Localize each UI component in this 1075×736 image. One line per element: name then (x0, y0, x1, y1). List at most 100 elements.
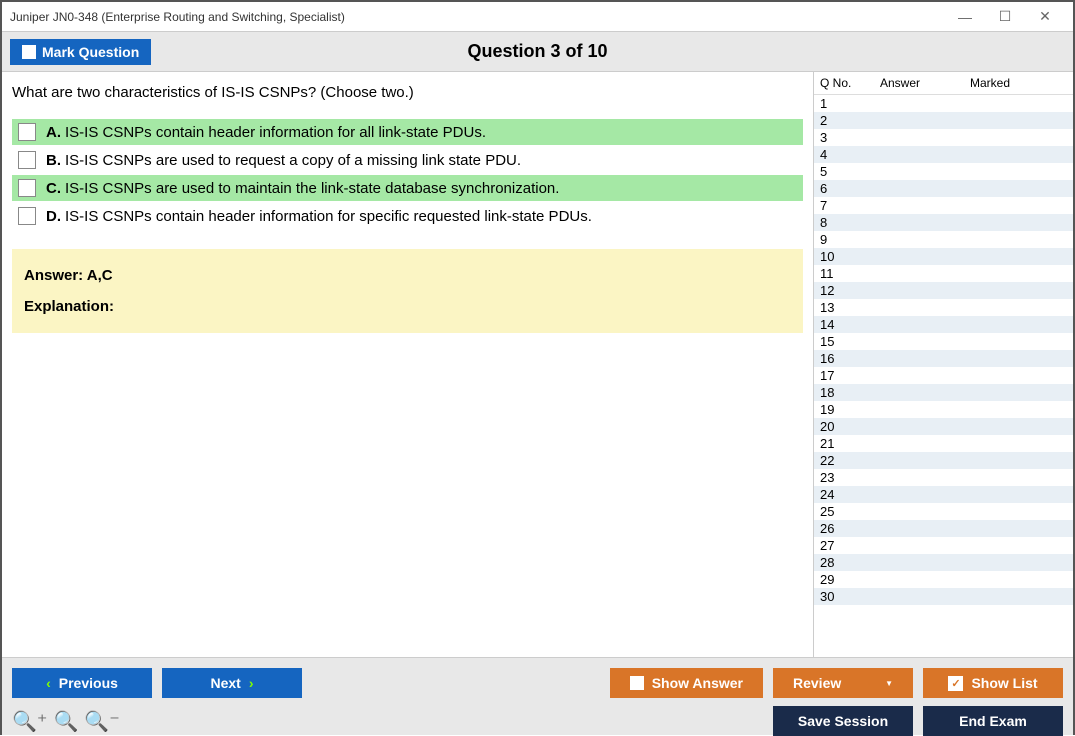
list-row[interactable]: 28 (814, 554, 1073, 571)
list-row[interactable]: 18 (814, 384, 1073, 401)
header-bar: Mark Question Question 3 of 10 (2, 32, 1073, 72)
row-qno: 15 (820, 334, 880, 349)
list-row[interactable]: 19 (814, 401, 1073, 418)
col-answer: Answer (880, 76, 970, 90)
row-qno: 21 (820, 436, 880, 451)
show-list-label: Show List (971, 675, 1037, 691)
choice-row[interactable]: C. IS-IS CSNPs are used to maintain the … (12, 175, 803, 201)
mark-question-button[interactable]: Mark Question (10, 39, 151, 65)
list-row[interactable]: 26 (814, 520, 1073, 537)
save-session-label: Save Session (798, 713, 888, 729)
col-qno: Q No. (820, 76, 880, 90)
show-list-button[interactable]: ✓ Show List (923, 668, 1063, 698)
list-row[interactable]: 1 (814, 95, 1073, 112)
row-qno: 10 (820, 249, 880, 264)
row-qno: 5 (820, 164, 880, 179)
choices-list: A. IS-IS CSNPs contain header informatio… (12, 119, 803, 229)
zoom-in-icon[interactable]: 🔍⁺ (12, 709, 47, 734)
save-session-button[interactable]: Save Session (773, 706, 913, 736)
list-row[interactable]: 2 (814, 112, 1073, 129)
list-row[interactable]: 24 (814, 486, 1073, 503)
review-label: Review (793, 675, 841, 691)
row-qno: 29 (820, 572, 880, 587)
choice-text: IS-IS CSNPs are used to request a copy o… (65, 152, 521, 169)
question-list[interactable]: 1234567891011121314151617181920212223242… (814, 95, 1073, 657)
choice-checkbox[interactable] (18, 207, 36, 225)
row-qno: 2 (820, 113, 880, 128)
list-row[interactable]: 8 (814, 214, 1073, 231)
list-row[interactable]: 5 (814, 163, 1073, 180)
list-row[interactable]: 15 (814, 333, 1073, 350)
list-row[interactable]: 4 (814, 146, 1073, 163)
list-row[interactable]: 25 (814, 503, 1073, 520)
bottom-bar: ‹ Previous Next › Show Answer Review ▼ ✓… (2, 657, 1073, 735)
choice-checkbox[interactable] (18, 123, 36, 141)
list-row[interactable]: 11 (814, 265, 1073, 282)
list-row[interactable]: 3 (814, 129, 1073, 146)
list-row[interactable]: 27 (814, 537, 1073, 554)
choice-letter: B. (46, 152, 61, 169)
titlebar: Juniper JN0-348 (Enterprise Routing and … (2, 2, 1073, 32)
review-button[interactable]: Review ▼ (773, 668, 913, 698)
list-row[interactable]: 22 (814, 452, 1073, 469)
question-text: What are two characteristics of IS-IS CS… (12, 84, 803, 101)
choice-row[interactable]: B. IS-IS CSNPs are used to request a cop… (12, 147, 803, 173)
list-row[interactable]: 20 (814, 418, 1073, 435)
previous-button[interactable]: ‹ Previous (12, 668, 152, 698)
main-area: What are two characteristics of IS-IS CS… (2, 72, 1073, 657)
chevron-right-icon: › (249, 675, 254, 691)
explanation-label: Explanation: (24, 298, 791, 315)
row-qno: 11 (820, 266, 880, 281)
list-row[interactable]: 17 (814, 367, 1073, 384)
row-qno: 3 (820, 130, 880, 145)
list-row[interactable]: 29 (814, 571, 1073, 588)
list-row[interactable]: 12 (814, 282, 1073, 299)
row-qno: 8 (820, 215, 880, 230)
show-answer-checkbox-icon (630, 676, 644, 690)
list-row[interactable]: 14 (814, 316, 1073, 333)
choice-text: IS-IS CSNPs are used to maintain the lin… (65, 180, 559, 197)
list-row[interactable]: 13 (814, 299, 1073, 316)
window-title: Juniper JN0-348 (Enterprise Routing and … (10, 10, 945, 24)
list-row[interactable]: 16 (814, 350, 1073, 367)
choice-checkbox[interactable] (18, 151, 36, 169)
list-row[interactable]: 7 (814, 197, 1073, 214)
next-label: Next (210, 675, 240, 691)
row-qno: 20 (820, 419, 880, 434)
choice-row[interactable]: A. IS-IS CSNPs contain header informatio… (12, 119, 803, 145)
row-qno: 17 (820, 368, 880, 383)
zoom-out-icon[interactable]: 🔍⁻ (84, 709, 119, 734)
mark-label: Mark Question (42, 44, 139, 60)
maximize-icon[interactable]: ☐ (985, 3, 1025, 31)
show-list-checkbox-icon: ✓ (948, 676, 963, 691)
choice-text: IS-IS CSNPs contain header information f… (65, 208, 592, 225)
list-row[interactable]: 23 (814, 469, 1073, 486)
button-row-1: ‹ Previous Next › Show Answer Review ▼ ✓… (12, 668, 1063, 698)
close-icon[interactable]: ✕ (1025, 3, 1065, 31)
show-answer-button[interactable]: Show Answer (610, 668, 763, 698)
row-qno: 25 (820, 504, 880, 519)
list-row[interactable]: 6 (814, 180, 1073, 197)
list-row[interactable]: 21 (814, 435, 1073, 452)
row-qno: 13 (820, 300, 880, 315)
row-qno: 24 (820, 487, 880, 502)
list-row[interactable]: 30 (814, 588, 1073, 605)
row-qno: 30 (820, 589, 880, 604)
zoom-reset-icon[interactable]: 🔍 (53, 709, 78, 734)
row-qno: 4 (820, 147, 880, 162)
row-qno: 14 (820, 317, 880, 332)
row-qno: 27 (820, 538, 880, 553)
row-qno: 12 (820, 283, 880, 298)
choice-checkbox[interactable] (18, 179, 36, 197)
choice-letter: C. (46, 180, 61, 197)
row-qno: 6 (820, 181, 880, 196)
end-exam-button[interactable]: End Exam (923, 706, 1063, 736)
next-button[interactable]: Next › (162, 668, 302, 698)
choice-row[interactable]: D. IS-IS CSNPs contain header informatio… (12, 203, 803, 229)
list-row[interactable]: 10 (814, 248, 1073, 265)
list-row[interactable]: 9 (814, 231, 1073, 248)
minimize-icon[interactable]: — (945, 3, 985, 31)
zoom-controls: 🔍⁺ 🔍 🔍⁻ (12, 709, 120, 734)
question-counter: Question 3 of 10 (467, 41, 607, 62)
list-header: Q No. Answer Marked (814, 72, 1073, 95)
